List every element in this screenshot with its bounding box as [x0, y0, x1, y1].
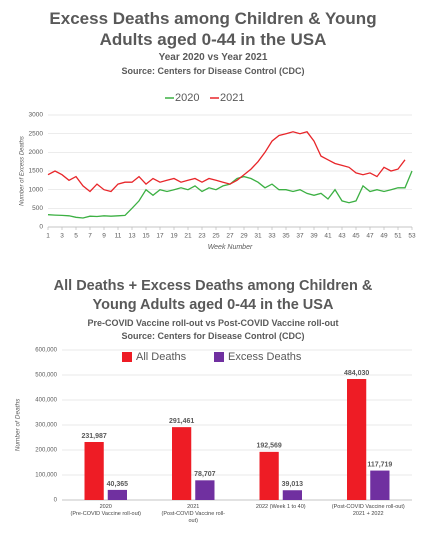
- bar: [370, 470, 390, 500]
- x-tick-label: 19: [170, 233, 178, 240]
- x-tick-label: 15: [142, 233, 150, 240]
- bar: [195, 480, 215, 500]
- x-tick-label: 35: [282, 233, 290, 240]
- x-tick-label: 45: [352, 233, 360, 240]
- x-tick-label: 27: [226, 233, 234, 240]
- x-tick-label: 53: [408, 233, 416, 240]
- legend-swatch: [122, 352, 132, 362]
- line-series: [47, 131, 406, 193]
- x-tick-label: 17: [156, 233, 164, 240]
- y-tick-label: 500: [32, 205, 43, 212]
- y-tick-label: 500,000: [35, 373, 57, 379]
- y-axis-label: Number of Excess Deaths: [20, 136, 26, 206]
- x-tick-label: 29: [240, 233, 248, 240]
- line-series: [47, 170, 413, 219]
- value-label: 78,707: [194, 471, 216, 478]
- value-label: 484,030: [344, 370, 369, 377]
- x-tick-label: 11: [115, 233, 122, 240]
- y-tick-label: 400,000: [35, 398, 57, 404]
- legend-label: Excess Deaths: [228, 351, 302, 363]
- x-tick-label: 21: [184, 233, 192, 240]
- chart-source: Source: Centers for Disease Control (CDC…: [121, 331, 305, 341]
- chart-title: Excess Deaths among Children & Young Adu…: [49, 9, 377, 49]
- y-tick-label: 3000: [29, 112, 44, 119]
- value-label: 40,365: [107, 481, 129, 488]
- x-tick-label: 9: [102, 233, 106, 240]
- bar: [107, 489, 127, 500]
- chart-subtitle: Pre-COVID Vaccine roll-out vs Post-COVID…: [87, 318, 339, 328]
- chart-subtitle: Year 2020 vs Year 2021: [158, 52, 268, 63]
- x-tick-label: 1: [46, 233, 50, 240]
- y-tick-label: 600,000: [35, 348, 57, 354]
- x-tick-label: 13: [128, 233, 136, 240]
- x-axis-label: Week Number: [208, 244, 253, 251]
- legend-label: 2020: [175, 92, 199, 104]
- bar: [84, 442, 104, 500]
- x-tick-label: 37: [296, 233, 304, 240]
- y-tick-label: 2000: [29, 149, 44, 156]
- legend-label: 2021: [220, 92, 244, 104]
- x-tick-label: 33: [268, 233, 276, 240]
- x-tick-label: 2022 (Week 1 to 40): [255, 504, 306, 510]
- legend-swatch: [214, 352, 224, 362]
- x-tick-label: 3: [60, 233, 64, 240]
- y-tick-label: 200,000: [35, 448, 57, 454]
- x-tick-label: (Post-COVID Vaccine roll-out) 2021 + 202…: [331, 504, 405, 517]
- y-tick-label: 100,000: [35, 473, 57, 479]
- y-axis-label: Number of Deaths: [15, 398, 22, 451]
- y-tick-label: 2500: [29, 130, 44, 137]
- x-tick-label: 43: [338, 233, 346, 240]
- legend-label: All Deaths: [136, 351, 187, 363]
- x-tick-label: 2020 (Pre-COVID Vaccine roll-out): [70, 504, 142, 517]
- bar: [347, 378, 367, 500]
- x-tick-label: 49: [380, 233, 388, 240]
- x-tick-label: 47: [366, 233, 374, 240]
- value-label: 192,569: [256, 443, 281, 450]
- x-tick-label: 7: [88, 233, 92, 240]
- x-tick-label: 51: [394, 233, 402, 240]
- x-tick-label: 5: [74, 233, 78, 240]
- chart-source: Source: Centers for Disease Control (CDC…: [121, 66, 305, 76]
- chart-title: All Deaths + Excess Deaths among Childre…: [53, 278, 373, 313]
- x-tick-label: 41: [324, 233, 332, 240]
- y-tick-label: 0: [54, 498, 58, 504]
- x-tick-label: 31: [254, 233, 262, 240]
- value-label: 39,013: [282, 481, 304, 488]
- value-label: 231,987: [81, 433, 106, 440]
- bar: [282, 490, 302, 500]
- x-tick-label: 25: [212, 233, 220, 240]
- x-tick-label: 39: [310, 233, 318, 240]
- x-tick-label: 2021 (Post-COVID Vaccine roll- out): [161, 504, 225, 524]
- y-tick-label: 1500: [29, 168, 44, 175]
- y-tick-label: 300,000: [35, 423, 57, 429]
- x-tick-label: 23: [198, 233, 206, 240]
- bar: [172, 427, 192, 500]
- value-label: 117,719: [367, 461, 392, 468]
- bar: [259, 451, 279, 500]
- y-tick-label: 1000: [29, 186, 44, 193]
- y-tick-label: 0: [39, 224, 43, 231]
- value-label: 291,461: [169, 418, 194, 425]
